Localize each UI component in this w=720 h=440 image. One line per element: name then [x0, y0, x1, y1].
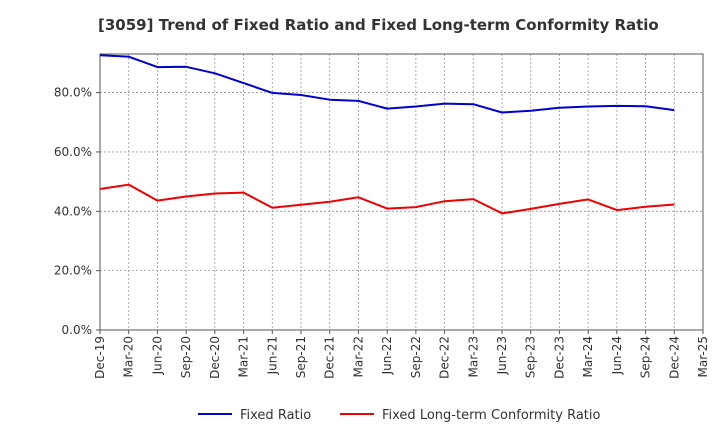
- x-tick-label: Dec-24: [667, 336, 681, 379]
- x-tick-label: Dec-20: [208, 336, 222, 379]
- x-tick-label: Mar-20: [122, 336, 136, 377]
- chart-title: [3059] Trend of Fixed Ratio and Fixed Lo…: [98, 16, 659, 34]
- x-tick-label: Mar-24: [581, 336, 595, 377]
- y-tick-label: 40.0%: [54, 204, 92, 218]
- x-tick-label: Mar-23: [466, 336, 480, 377]
- x-tick-label: Dec-21: [323, 336, 337, 379]
- x-tick-label: Jun-21: [265, 336, 279, 375]
- x-tick-label: Mar-22: [351, 336, 365, 377]
- x-tick-label: Jun-23: [495, 336, 509, 375]
- x-tick-label: Jun-22: [380, 336, 394, 375]
- x-tick-label: Sep-21: [294, 336, 308, 378]
- x-tick-label: Dec-19: [93, 336, 107, 379]
- series-line-2: [99, 183, 675, 215]
- x-tick-label: Dec-22: [438, 336, 452, 379]
- x-tick-label: Sep-20: [179, 336, 193, 378]
- x-tick-label: Sep-23: [524, 336, 538, 378]
- x-tick-label: Sep-24: [639, 336, 653, 378]
- x-tick-label: Mar-21: [237, 336, 251, 377]
- x-tick-label: Jun-20: [150, 336, 164, 375]
- legend-label-2: Fixed Long-term Conformity Ratio: [382, 408, 601, 423]
- legend-label-1: Fixed Ratio: [240, 408, 311, 423]
- x-tick-label: Jun-24: [610, 336, 624, 375]
- x-tick-label: Dec-23: [552, 336, 566, 379]
- plot-frame: [99, 53, 704, 331]
- x-tick-label: Mar-25: [696, 336, 710, 377]
- y-tick-label: 0.0%: [62, 323, 93, 337]
- y-tick-label: 60.0%: [54, 145, 92, 159]
- y-tick-label: 80.0%: [54, 86, 92, 100]
- x-tick-label: Sep-22: [409, 336, 423, 378]
- series-line-1: [99, 54, 675, 114]
- y-tick-label: 20.0%: [54, 264, 92, 278]
